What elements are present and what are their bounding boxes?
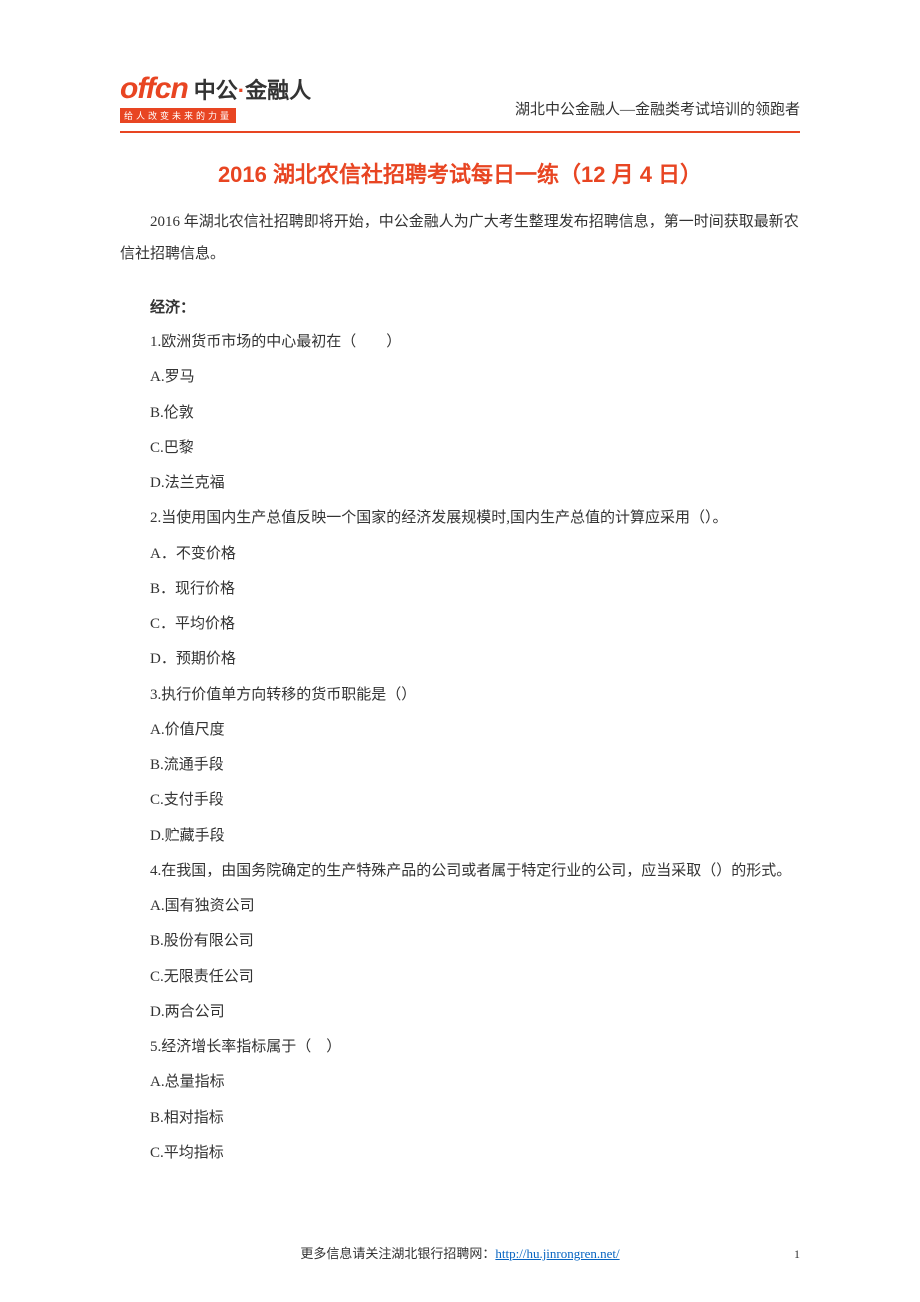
logo-tagline: 给人改变未来的力量 <box>120 108 236 123</box>
question-option: A．不变价格 <box>120 537 800 572</box>
question-stem-text: 4.在我国，由国务院确定的生产特殊产品的公司或者属于特定行业的公司，应当采取（）… <box>150 863 791 879</box>
question-option: D.法兰克福 <box>120 466 800 501</box>
question-stem: 4.在我国，由国务院确定的生产特殊产品的公司或者属于特定行业的公司，应当采取（）… <box>120 854 800 889</box>
section-label: 经济： <box>120 292 800 325</box>
intro-paragraph: 2016 年湖北农信社招聘即将开始，中公金融人为广大考生整理发布招聘信息，第一时… <box>120 207 800 270</box>
question-option: B.流通手段 <box>120 748 800 783</box>
question-option: B．现行价格 <box>120 572 800 607</box>
question-option: D．预期价格 <box>120 642 800 677</box>
question-stem: 3.执行价值单方向转移的货币职能是（） <box>120 678 800 713</box>
question-option: A.总量指标 <box>120 1065 800 1100</box>
question-option: D.贮藏手段 <box>120 819 800 854</box>
question-option: B.股份有限公司 <box>120 924 800 959</box>
question-option: C．平均价格 <box>120 607 800 642</box>
question-option: C.无限责任公司 <box>120 960 800 995</box>
header-subtitle: 湖北中公金融人—金融类考试培训的领跑者 <box>515 98 800 123</box>
question-option: A.国有独资公司 <box>120 889 800 924</box>
logo-cn-text: 中公·金融人 <box>194 73 311 105</box>
logo-main: offcn 中公·金融人 <box>120 72 311 106</box>
footer-link[interactable]: http://hu.jinrongren.net/ <box>495 1246 619 1261</box>
footer-prefix: 更多信息请关注湖北银行招聘网： <box>300 1246 495 1261</box>
footer: 更多信息请关注湖北银行招聘网：http://hu.jinrongren.net/ <box>0 1243 920 1262</box>
question-option: D.两合公司 <box>120 995 800 1030</box>
question-stem: 5.经济增长率指标属于（ ） <box>120 1030 800 1065</box>
header: offcn 中公·金融人 给人改变未来的力量 湖北中公金融人—金融类考试培训的领… <box>120 72 800 133</box>
logo-cn-right: 金融人 <box>245 78 311 103</box>
question-option: C.巴黎 <box>120 431 800 466</box>
question-option: C.平均指标 <box>120 1136 800 1171</box>
question-stem: 2.当使用国内生产总值反映一个国家的经济发展规模时,国内生产总值的计算应采用（）… <box>120 501 800 536</box>
question-option: B.相对指标 <box>120 1101 800 1136</box>
question-option: A.罗马 <box>120 360 800 395</box>
question-option: A.价值尺度 <box>120 713 800 748</box>
logo-cn-left: 中公 <box>194 78 238 103</box>
page-number: 1 <box>794 1247 800 1262</box>
question-option: C.支付手段 <box>120 783 800 818</box>
question-stem: 1.欧洲货币市场的中心最初在（ ） <box>120 325 800 360</box>
logo-en-text: offcn <box>120 72 188 106</box>
document-page: offcn 中公·金融人 给人改变未来的力量 湖北中公金融人—金融类考试培训的领… <box>0 0 920 1211</box>
logo: offcn 中公·金融人 给人改变未来的力量 <box>120 72 311 123</box>
page-title: 2016 湖北农信社招聘考试每日一练（12 月 4 日） <box>120 157 800 189</box>
question-option: B.伦敦 <box>120 396 800 431</box>
